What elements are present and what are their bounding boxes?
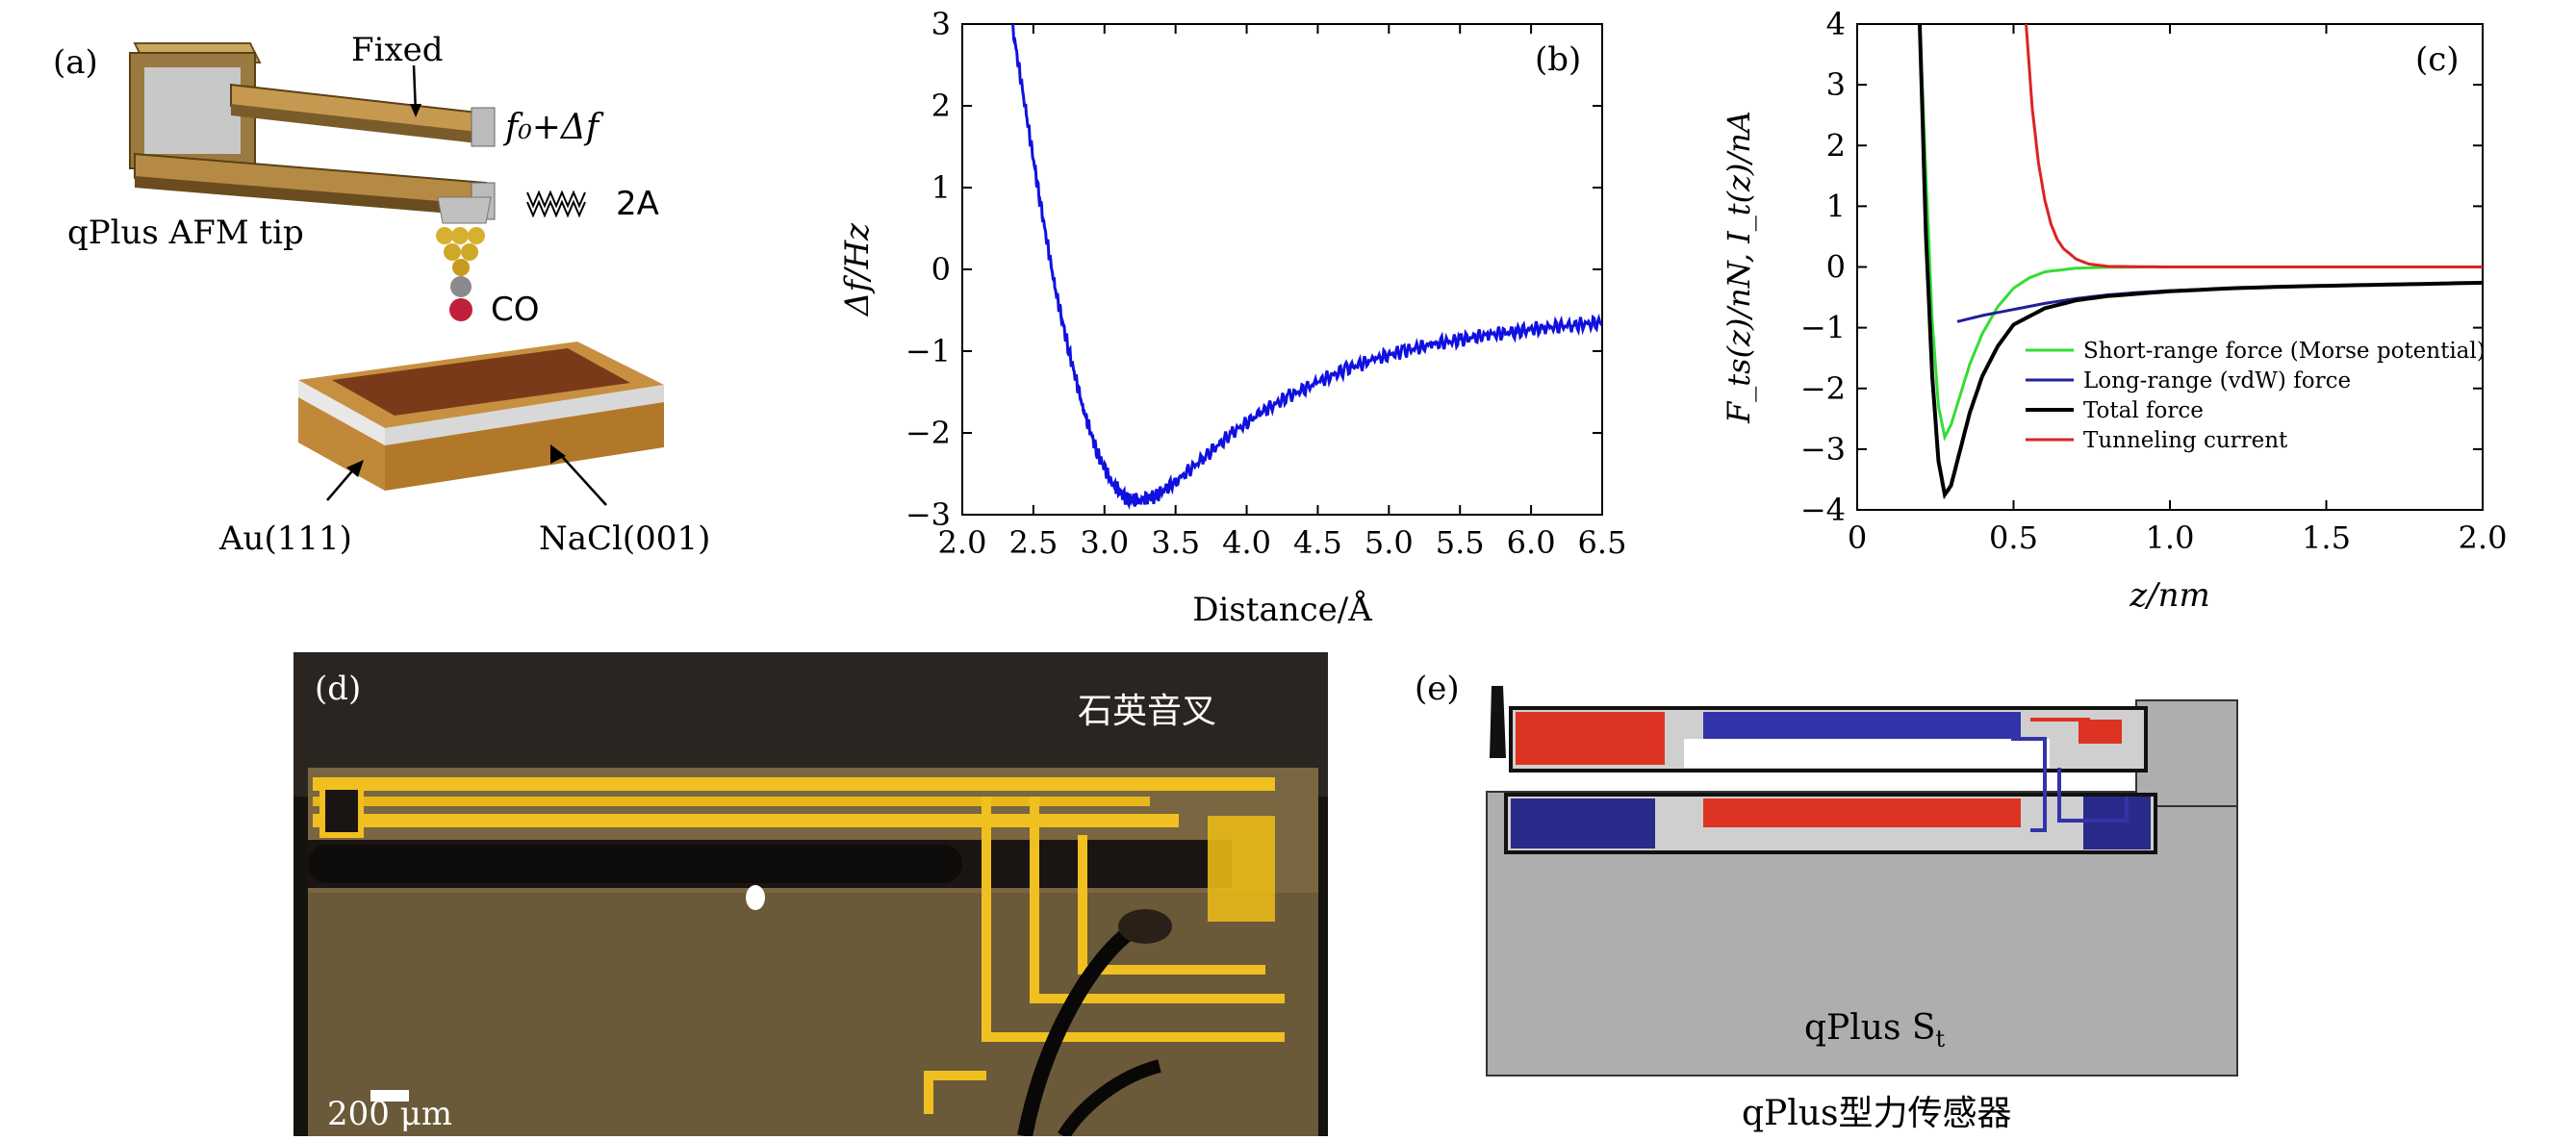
legend-entry: Long-range (vdW) force bbox=[2083, 368, 2351, 393]
legend-entry: Total force bbox=[2083, 398, 2204, 423]
panel-a: (a) Fixed f₀+Δf 2A qPlus AFM tip CO Au(1… bbox=[0, 0, 789, 596]
x-axis-label: z/nm bbox=[2129, 576, 2210, 615]
fixed-label: Fixed bbox=[351, 31, 444, 69]
panel-d-label: (d) bbox=[315, 670, 362, 708]
plot-frame bbox=[961, 23, 1603, 516]
y-axis-label: Δf/Hz bbox=[838, 222, 877, 317]
x-tick-label: 3.5 bbox=[1151, 524, 1200, 561]
series-line-short-range-force-morse-potential- bbox=[1918, 24, 2170, 442]
y-tick-label: −3 bbox=[1800, 431, 1846, 468]
y-tick-label: −1 bbox=[1800, 310, 1846, 346]
tuning-fork-micrograph bbox=[293, 652, 1328, 1140]
x-tick-label: 6.0 bbox=[1507, 524, 1556, 561]
y-tick-label: 1 bbox=[1826, 188, 1846, 224]
x-tick-label: 4.0 bbox=[1222, 524, 1271, 561]
y-tick-label: 3 bbox=[931, 6, 951, 42]
y-tick-label: −4 bbox=[1800, 492, 1846, 528]
x-tick-label: 6.5 bbox=[1578, 524, 1626, 561]
y-tick-label: 0 bbox=[931, 251, 951, 288]
legend-entry: Tunneling current bbox=[2083, 428, 2288, 453]
x-tick-label: 2.0 bbox=[938, 524, 987, 561]
x-tick-label: 2.0 bbox=[2459, 519, 2508, 556]
qplus-setup-illustration bbox=[129, 42, 664, 506]
series-line-0 bbox=[1011, 24, 1602, 511]
qplus-sensor-diagram bbox=[1486, 686, 2238, 1077]
x-tick-label: 5.0 bbox=[1365, 524, 1414, 561]
x-tick-label: 0 bbox=[1848, 519, 1867, 556]
frequency-label: f₀+Δf bbox=[505, 108, 599, 147]
y-tick-label: 2 bbox=[931, 88, 951, 124]
sensor-label-text: qPlus S bbox=[1804, 1008, 1936, 1048]
amplitude-label: 2A bbox=[616, 185, 659, 223]
sensor-label-subscript: t bbox=[1935, 1026, 1946, 1053]
y-tick-label: 3 bbox=[1826, 66, 1846, 103]
co-label: CO bbox=[491, 291, 540, 329]
y-tick-label: −2 bbox=[905, 415, 951, 451]
y-tick-label: −1 bbox=[905, 333, 951, 369]
x-tick-label: 2.5 bbox=[1008, 524, 1058, 561]
chart-c: 0 0.5 1.0 1.5 2.0 4 3 2 1 0 −1 −2 −3 −4 (c) z/nm F_ts(z)… bbox=[1721, 6, 2508, 615]
au-label: Au(111) bbox=[219, 519, 352, 558]
x-tick-label: 5.5 bbox=[1436, 524, 1485, 561]
series-line-tunneling-current bbox=[2025, 24, 2483, 268]
legend-entry: Short-range force (Morse potential) bbox=[2083, 339, 2486, 364]
x-axis-label: Distance/Å bbox=[1192, 590, 1372, 629]
y-tick-label: 1 bbox=[931, 169, 951, 206]
y-tick-label: 2 bbox=[1826, 127, 1846, 164]
scale-bar-label: 200 μm bbox=[327, 1095, 453, 1133]
tuning-fork-label: 石英音叉 bbox=[1078, 692, 1217, 731]
x-tick-label: 1.5 bbox=[2302, 519, 2351, 556]
y-tick-label: −3 bbox=[905, 496, 951, 533]
series-line-total-force bbox=[1918, 24, 2483, 500]
panel-label: (b) bbox=[1535, 40, 1581, 79]
panel-d: (d) 石英音叉 200 μm bbox=[293, 652, 1328, 1140]
panel-label: (c) bbox=[2415, 40, 2460, 79]
panel-e: (e) qPlus St qPlus型力传感器 bbox=[1415, 652, 2281, 1136]
sensor-caption: qPlus型力传感器 bbox=[1742, 1094, 2012, 1133]
nacl-label: NaCl(001) bbox=[539, 519, 711, 558]
x-tick-label: 1.0 bbox=[2146, 519, 2195, 556]
x-tick-label: 0.5 bbox=[1989, 519, 2038, 556]
y-tick-label: 0 bbox=[1826, 249, 1846, 286]
chart-b: 2.0 2.5 3.0 3.5 4.0 4.5 5.0 5.5 6.0 6.5 3 2 1 0 −1 −2 −3… bbox=[838, 6, 1626, 629]
panel-a-label: (a) bbox=[53, 43, 98, 82]
sensor-label: qPlus St bbox=[1804, 1008, 1945, 1052]
panel-e-label: (e) bbox=[1415, 670, 1460, 708]
tip-label: qPlus AFM tip bbox=[67, 214, 304, 252]
y-tick-label: −2 bbox=[1800, 370, 1846, 407]
y-tick-label: 4 bbox=[1826, 6, 1846, 42]
y-axis-label: F_ts(z)/nN, I_t(z)/nA bbox=[1721, 111, 1757, 424]
x-tick-label: 4.5 bbox=[1293, 524, 1342, 561]
x-tick-label: 3.0 bbox=[1080, 524, 1129, 561]
